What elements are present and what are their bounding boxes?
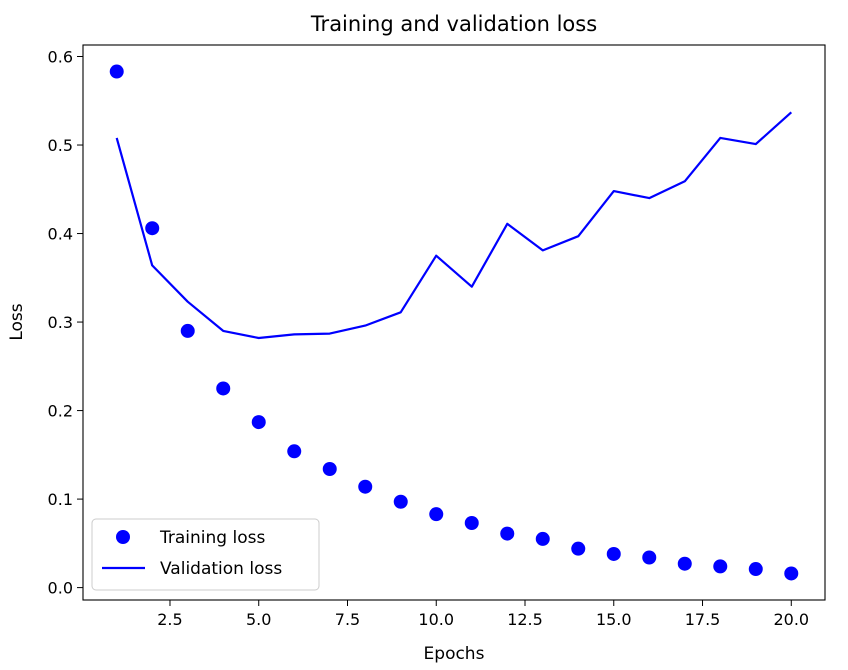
training-loss-point <box>606 546 621 561</box>
chart-title: Training and validation loss <box>310 12 597 36</box>
training-loss-point <box>784 566 799 581</box>
x-axis-ticks: 2.5 5.0 7.5 10.0 12.5 15.0 17.5 20.0 <box>157 600 809 629</box>
validation-loss-line <box>115 111 793 340</box>
x-tick-label: 10.0 <box>418 610 454 629</box>
y-tick-label: 0.5 <box>48 136 73 155</box>
training-loss-point <box>713 559 728 574</box>
legend: Training loss Validation loss <box>91 518 320 591</box>
training-loss-point <box>287 444 302 459</box>
y-tick-label: 0.4 <box>48 225 73 244</box>
training-loss-point <box>358 479 373 494</box>
y-tick-label: 0.3 <box>48 313 73 332</box>
x-tick-label: 7.5 <box>335 610 360 629</box>
training-loss-point <box>322 461 337 476</box>
x-axis-label: Epochs <box>424 644 485 664</box>
x-tick-label: 5.0 <box>246 610 271 629</box>
legend-label-training: Training loss <box>159 528 265 548</box>
training-loss-point <box>500 526 515 541</box>
y-tick-label: 0.0 <box>48 579 73 598</box>
y-tick-label: 0.1 <box>48 490 73 509</box>
training-loss-point <box>393 494 408 509</box>
training-loss-point <box>429 507 444 522</box>
x-tick-label: 20.0 <box>773 610 809 629</box>
training-loss-point <box>109 64 124 79</box>
x-tick-label: 12.5 <box>507 610 543 629</box>
legend-marker-training <box>116 530 130 544</box>
training-loss-point <box>180 323 195 338</box>
x-tick-label: 2.5 <box>157 610 182 629</box>
training-loss-point <box>677 556 692 571</box>
training-loss-point <box>642 550 657 565</box>
y-axis-ticks: 0.0 0.1 0.2 0.3 0.4 0.5 0.6 <box>48 48 83 598</box>
training-loss-point <box>535 531 550 546</box>
training-loss-point <box>216 381 231 396</box>
training-loss-point <box>251 415 266 430</box>
plot-frame <box>82 44 826 601</box>
y-tick-label: 0.6 <box>48 48 73 67</box>
x-tick-label: 15.0 <box>596 610 632 629</box>
training-loss-point <box>571 541 586 556</box>
y-tick-label: 0.2 <box>48 402 73 421</box>
series-layer <box>109 64 799 581</box>
training-loss-point <box>748 562 763 577</box>
training-loss-point <box>145 221 160 236</box>
x-tick-label: 17.5 <box>685 610 721 629</box>
legend-box <box>91 518 320 591</box>
y-axis-label: Loss <box>7 303 27 340</box>
legend-label-validation: Validation loss <box>160 559 282 579</box>
plot-area <box>83 45 825 600</box>
training-loss-point <box>464 515 479 530</box>
